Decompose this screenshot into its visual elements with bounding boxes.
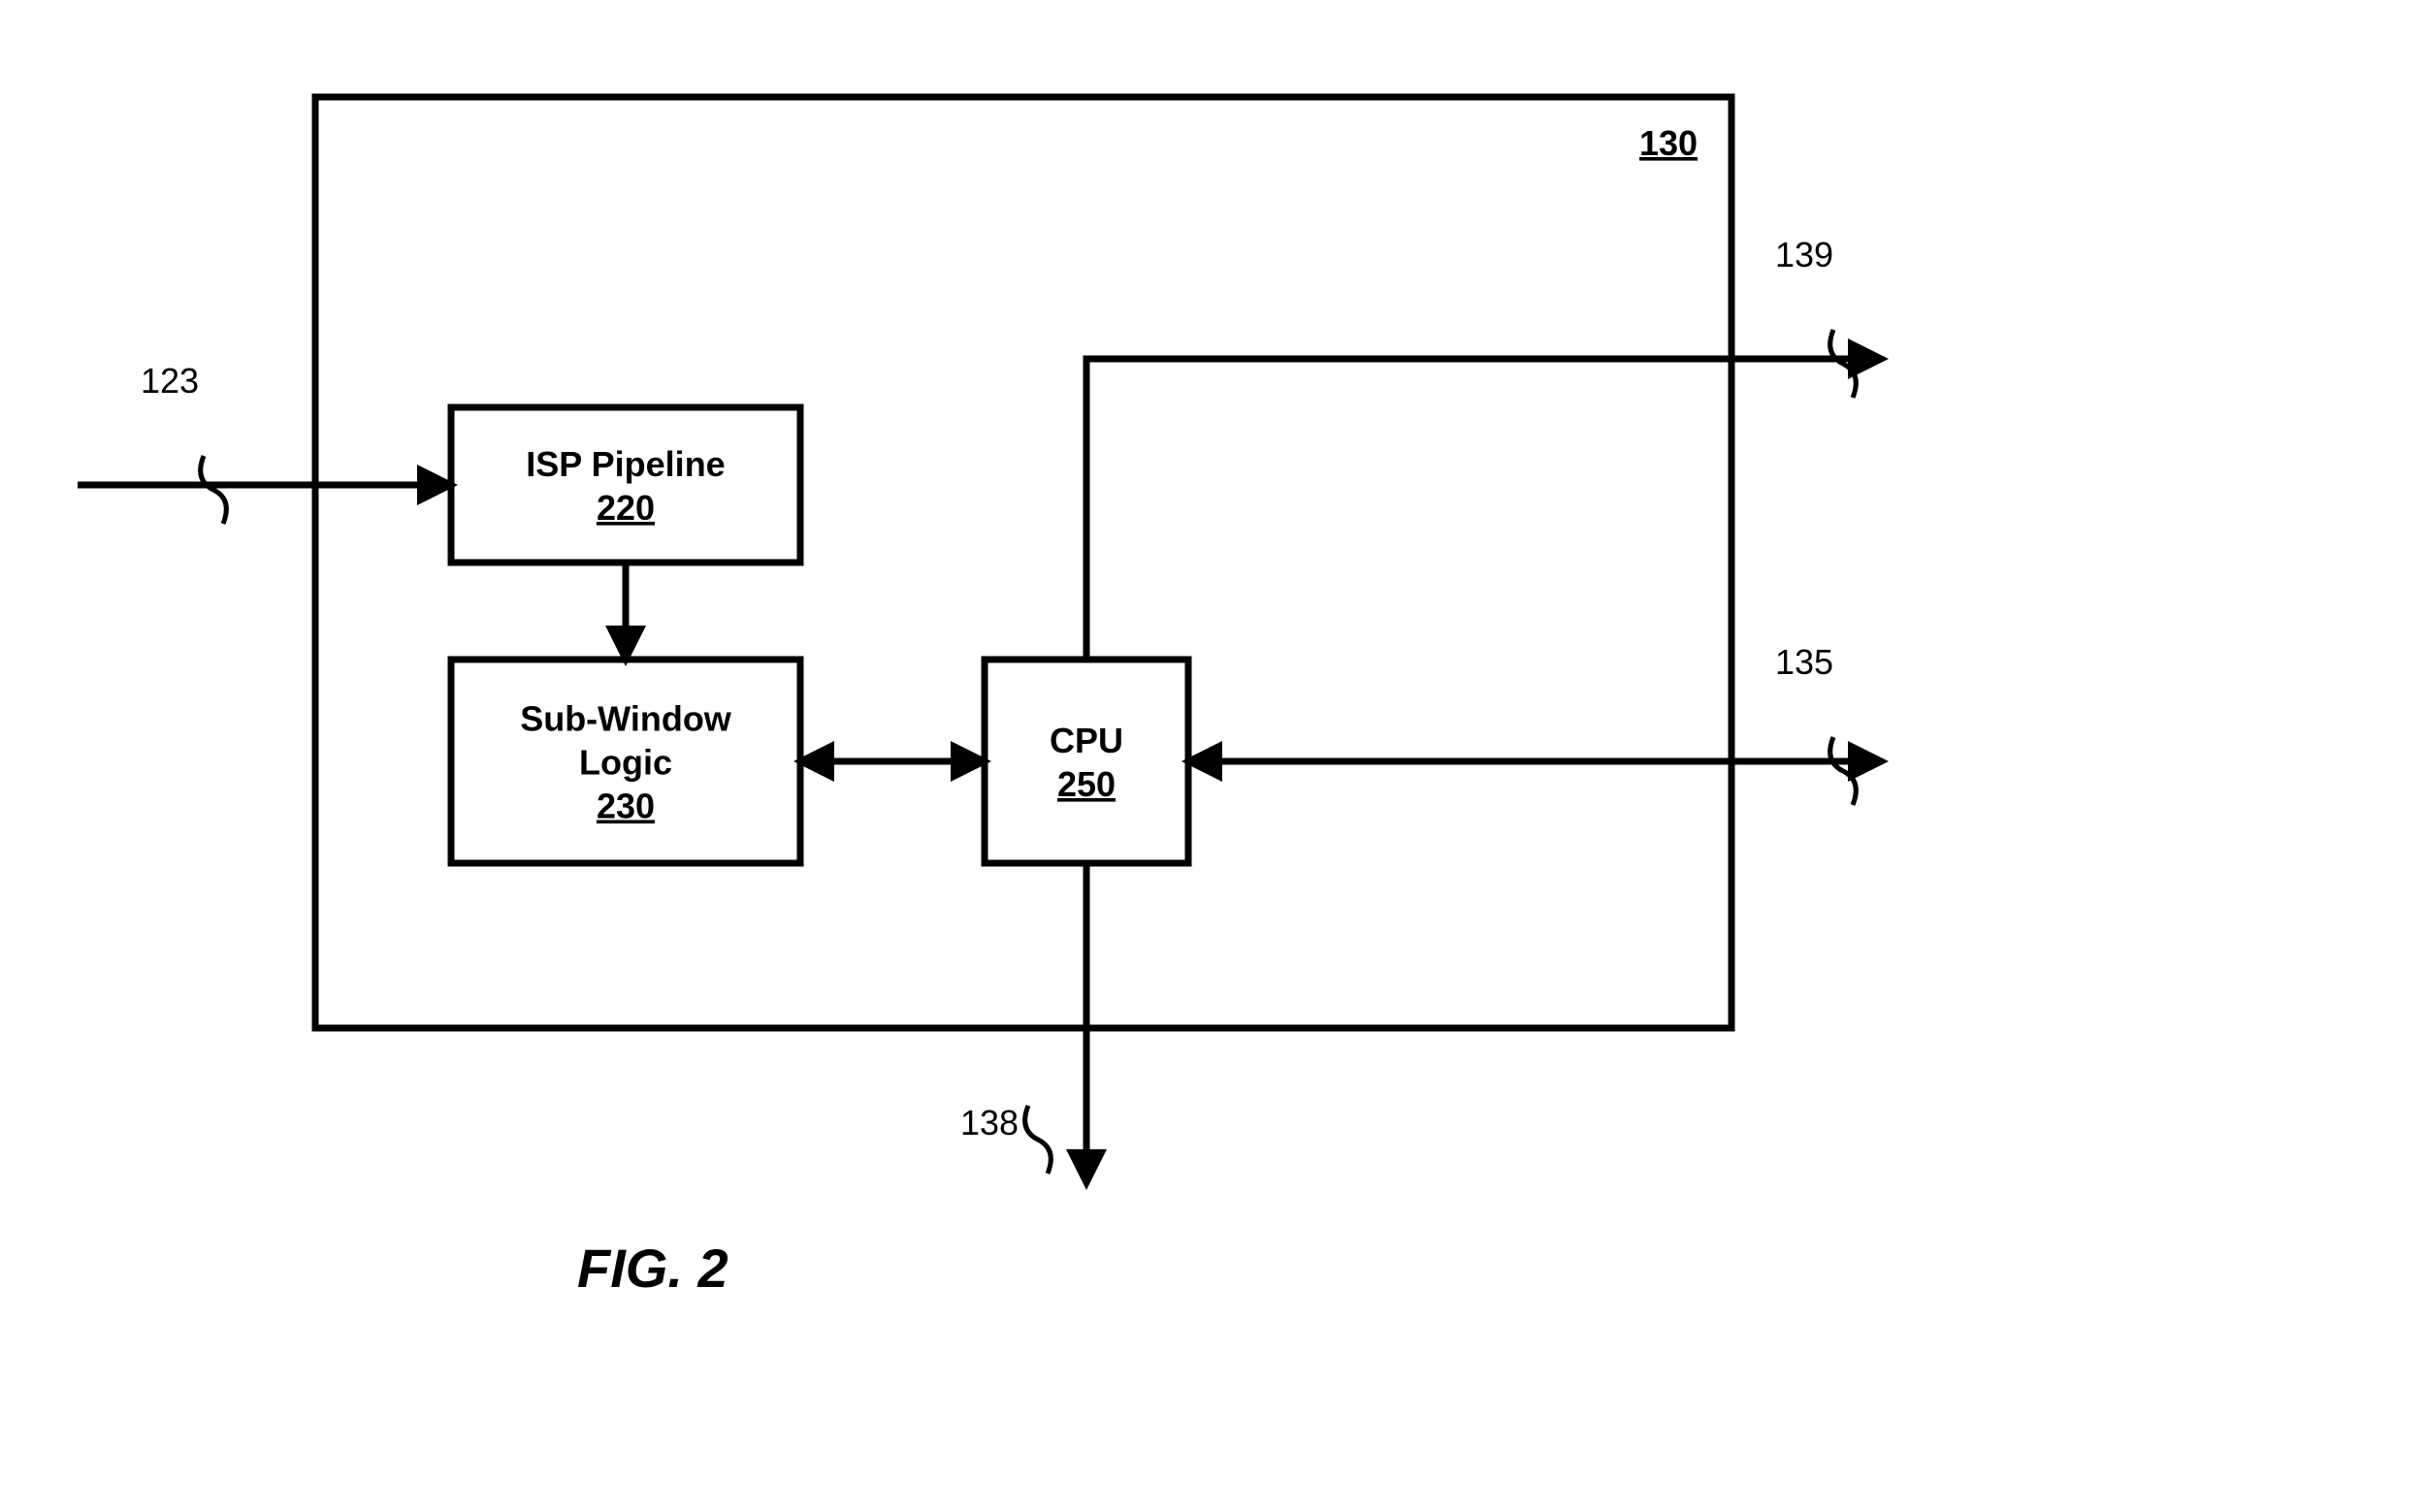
sub-window-logic-label: Logic — [579, 743, 672, 783]
cpu-ref: 250 — [1057, 764, 1116, 804]
squiggle-1 — [1025, 1106, 1052, 1174]
squiggle-0 — [201, 456, 227, 524]
cpu-to-138-ref: 138 — [960, 1103, 1019, 1142]
cpu-label: CPU — [1050, 721, 1123, 760]
arrow-123-ref: 123 — [141, 361, 199, 401]
isp-pipeline-box — [451, 407, 800, 563]
diagram-svg: 130 ISP Pipeline220 Sub-WindowLogic 230 CPU 2… — [0, 0, 2427, 1507]
diagram-canvas: 130 ISP Pipeline220 Sub-WindowLogic 230 CPU 2… — [0, 0, 2427, 1507]
cpu-to-135-ref: 135 — [1775, 642, 1833, 682]
arrow-139-ref: 139 — [1775, 235, 1833, 274]
container-ref-label: 130 — [1639, 123, 1698, 163]
arrow-139 — [1086, 359, 1882, 659]
sub-window-logic-label: Sub-Window — [520, 699, 732, 739]
cpu-box — [985, 659, 1188, 863]
isp-pipeline-ref: 220 — [597, 488, 655, 528]
figure-title: FIG. 2 — [577, 1237, 728, 1300]
squiggle-3 — [1830, 737, 1857, 805]
squiggle-2 — [1830, 330, 1857, 398]
isp-pipeline-label: ISP Pipeline — [526, 444, 725, 484]
sub-window-logic-ref: 230 — [597, 787, 655, 826]
